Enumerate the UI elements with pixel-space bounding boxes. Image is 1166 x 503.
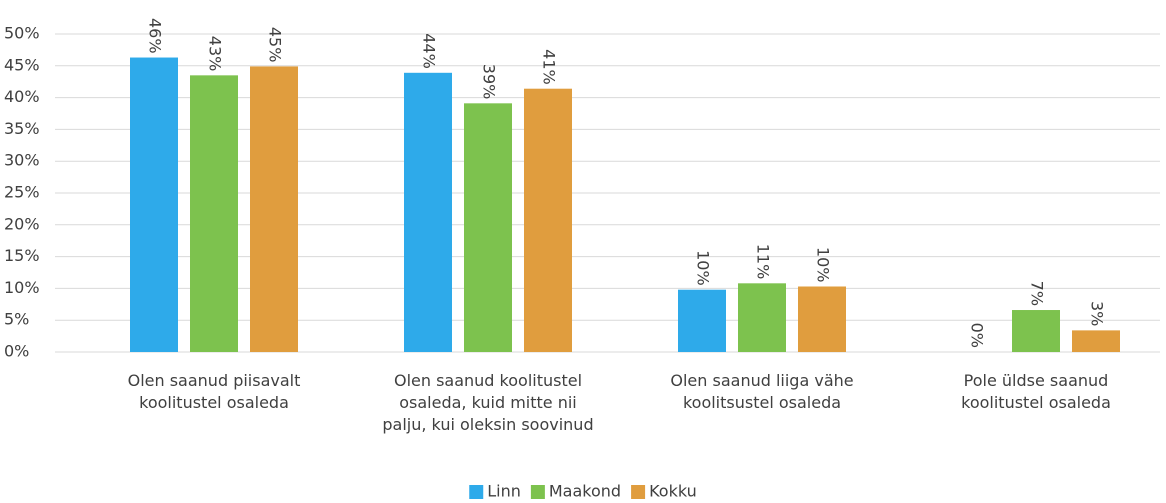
- y-tick-label: 20%: [4, 214, 40, 233]
- x-tick-label: Pole üldse saanud koolitustel osaleda: [961, 371, 1111, 412]
- value-label: 10%: [694, 250, 713, 286]
- value-label: 10%: [814, 247, 833, 283]
- value-label: 44%: [420, 33, 439, 69]
- x-tick-label-box: Olen saanud piisavalt koolitustel osaled…: [127, 371, 301, 412]
- y-tick-label: 50%: [4, 24, 40, 43]
- y-tick-label: 10%: [4, 278, 40, 297]
- bar: [1012, 310, 1060, 352]
- y-tick-label: 5%: [4, 310, 29, 329]
- y-tick-label: 45%: [4, 55, 40, 74]
- x-tick-label-box: Pole üldse saanud koolitustel osaleda: [961, 371, 1111, 412]
- value-label: 41%: [540, 49, 559, 85]
- x-tick-label: Olen saanud liiga vähe koolitsustel osal…: [670, 371, 854, 412]
- legend-swatch: [631, 485, 646, 499]
- value-label: 45%: [266, 27, 285, 63]
- y-tick-label: 30%: [4, 151, 40, 170]
- legend-swatch: [530, 485, 545, 499]
- value-label: 3%: [1088, 301, 1107, 326]
- y-tick-label: 35%: [4, 119, 40, 138]
- bar: [1072, 330, 1120, 352]
- bar: [250, 66, 298, 352]
- bar: [798, 286, 846, 352]
- value-label: 7%: [1028, 281, 1047, 306]
- x-tick-label: Olen saanud piisavalt koolitustel osaled…: [127, 371, 301, 412]
- bar: [738, 283, 786, 352]
- y-tick-label: 25%: [4, 183, 40, 202]
- value-label: 46%: [146, 18, 165, 54]
- legend-label: Maakond: [549, 482, 621, 501]
- bar: [404, 72, 452, 353]
- value-label: 39%: [480, 64, 499, 100]
- value-label: 11%: [754, 244, 773, 280]
- x-tick-label: Olen saanud koolitustel osaleda, kuid mi…: [382, 371, 594, 434]
- x-tick-label-box: Olen saanud liiga vähe koolitsustel osal…: [670, 371, 854, 412]
- bar: [524, 88, 572, 353]
- y-tick-label: 40%: [4, 87, 40, 106]
- x-tick-label-box: Olen saanud koolitustel osaleda, kuid mi…: [382, 371, 594, 434]
- legend: Linn Maakond Kokku: [469, 482, 697, 501]
- bar: [130, 57, 178, 352]
- legend-swatch: [469, 485, 484, 499]
- bar: [678, 289, 726, 352]
- legend-label: Linn: [487, 482, 521, 501]
- legend-label: Kokku: [649, 482, 697, 501]
- bar: [464, 103, 512, 352]
- value-label: 43%: [206, 36, 225, 72]
- value-label: 0%: [968, 323, 987, 348]
- bar: [190, 75, 238, 352]
- y-tick-label: 15%: [4, 246, 40, 265]
- y-tick-label: 0%: [4, 342, 29, 361]
